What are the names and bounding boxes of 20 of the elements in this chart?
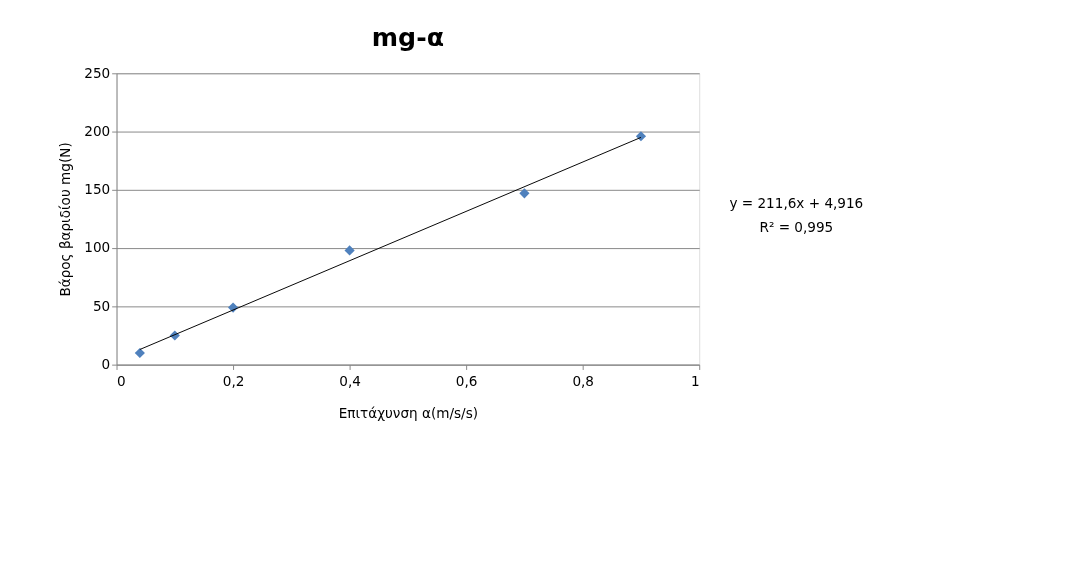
x-tick-label: 0,4 bbox=[339, 373, 361, 390]
point bbox=[344, 245, 355, 256]
chart-title: mg-α bbox=[371, 23, 444, 53]
y-tick-label: 250 bbox=[84, 64, 111, 81]
point bbox=[519, 188, 530, 199]
text: y = 211,6x + 4,916 bbox=[729, 195, 864, 212]
y-tick-label: 0 bbox=[101, 356, 111, 373]
x-tick-label: 0,8 bbox=[572, 373, 594, 390]
y-tick-label: 50 bbox=[92, 297, 111, 314]
x-tick-label: 0 bbox=[117, 373, 126, 390]
x-tick-label: 1 bbox=[691, 373, 700, 390]
x-axis-title: Επιτάχυνση α(m/s/s) bbox=[338, 404, 479, 421]
y-tick-label: 100 bbox=[84, 239, 111, 256]
x-tick-label: 0,2 bbox=[222, 373, 245, 390]
y-tick-label: 150 bbox=[84, 181, 111, 198]
y-tick-label: 200 bbox=[84, 122, 111, 139]
x-tick-label: 0,6 bbox=[455, 373, 478, 390]
y-axis-title: Βάρος βαριδίου mg(N) bbox=[56, 142, 73, 297]
point bbox=[134, 347, 145, 359]
text: R² = 0,995 bbox=[759, 218, 834, 235]
